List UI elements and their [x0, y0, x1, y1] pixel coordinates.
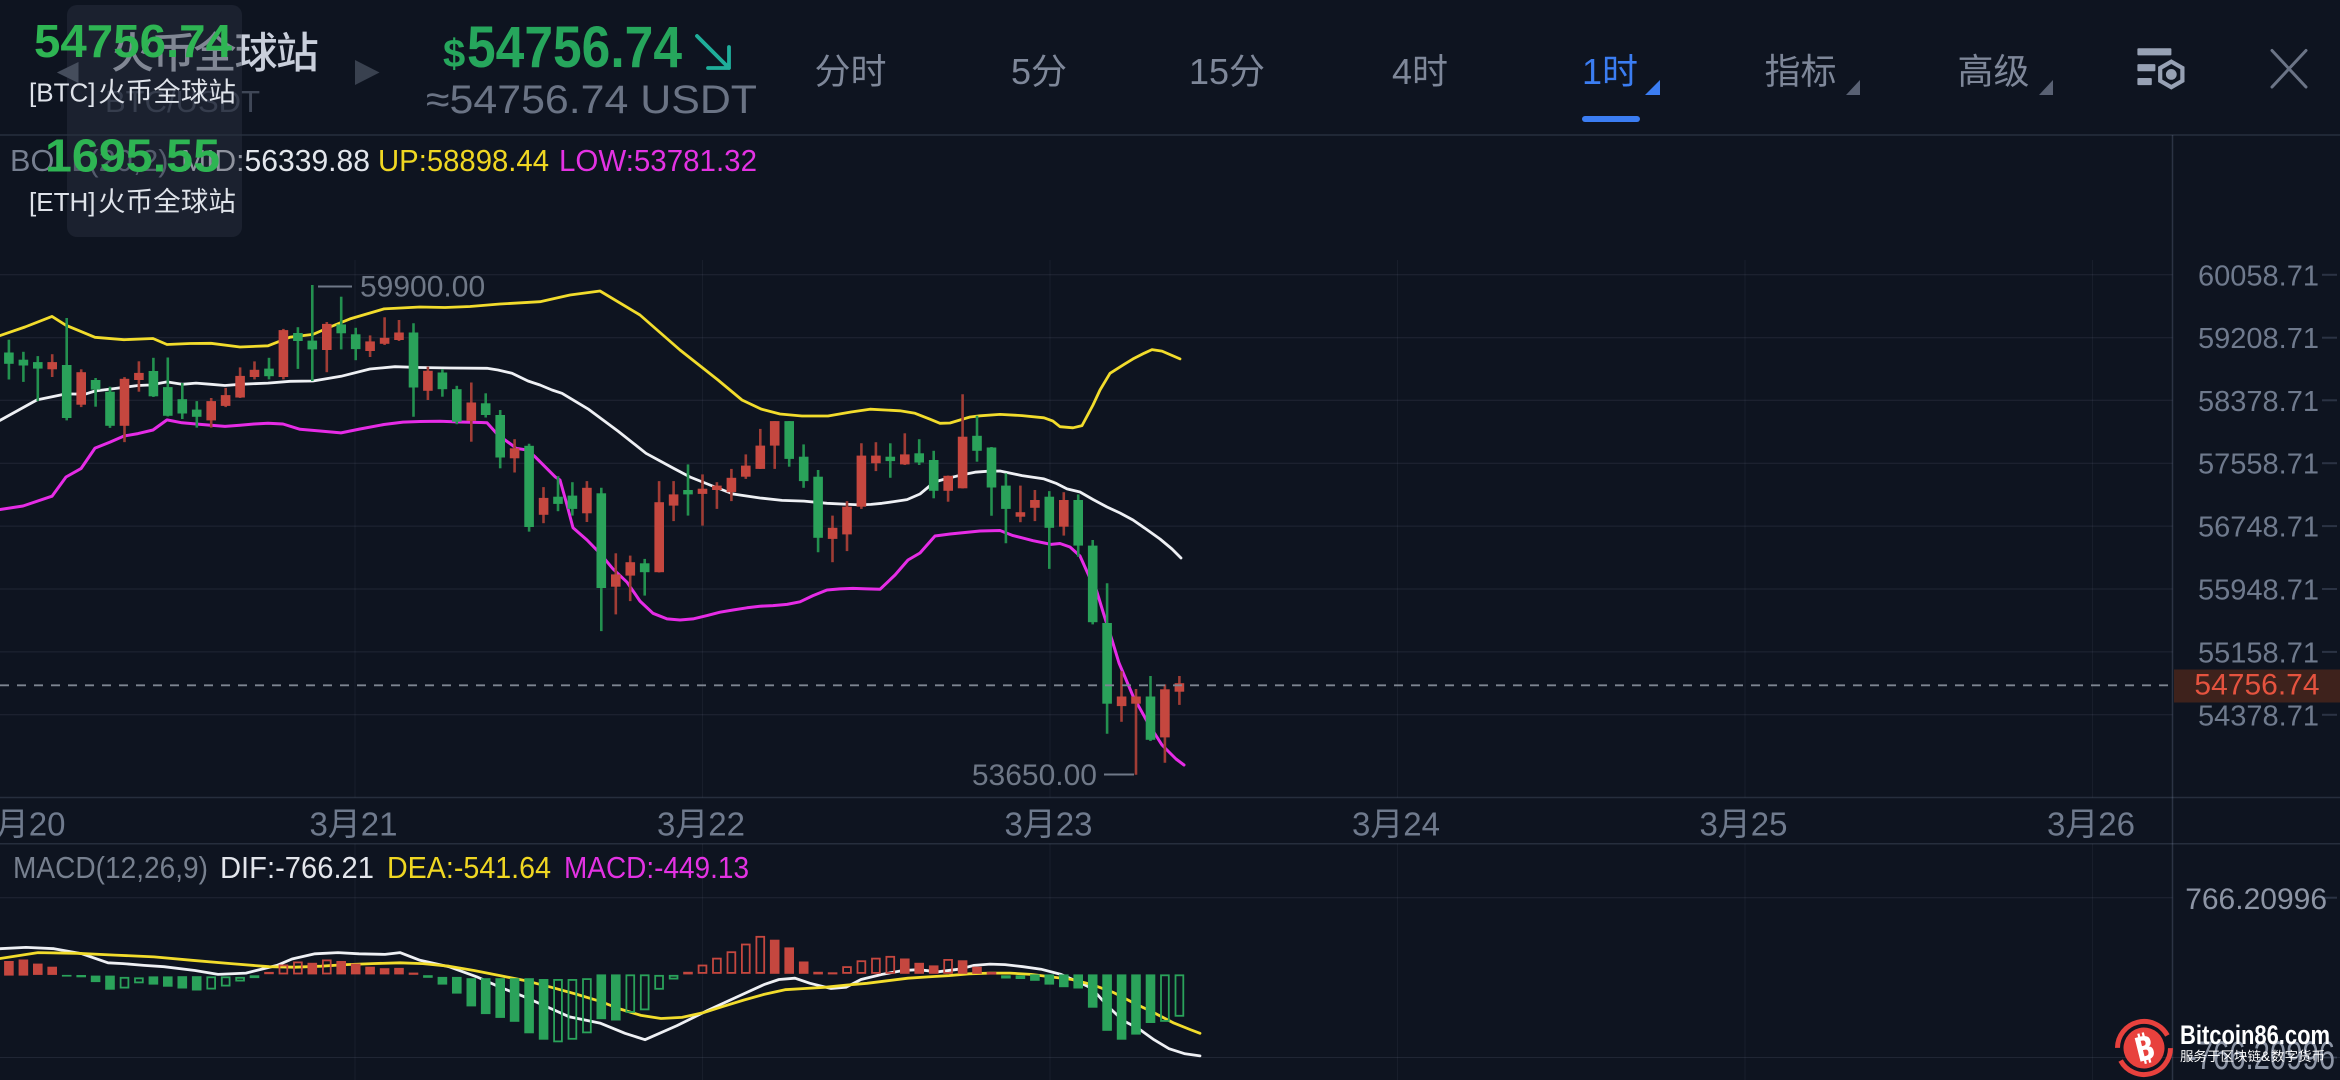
- svg-text:≈54756.74 USDT: ≈54756.74 USDT: [426, 78, 757, 122]
- svg-text:53650.00: 53650.00: [972, 759, 1097, 792]
- svg-text:5: 5: [1011, 51, 1031, 92]
- svg-text:20: 20: [29, 806, 66, 843]
- svg-text:15: 15: [1189, 51, 1229, 92]
- svg-text:LOW:53781.32: LOW:53781.32: [559, 143, 757, 178]
- svg-text:[ETH]: [ETH]: [29, 187, 95, 217]
- svg-text:22: 22: [708, 806, 745, 843]
- svg-text:3: 3: [657, 806, 675, 843]
- svg-text:3: 3: [1005, 806, 1023, 843]
- svg-text:3: 3: [2047, 806, 2065, 843]
- svg-text:60058.71: 60058.71: [2198, 260, 2319, 292]
- svg-text:59208.71: 59208.71: [2198, 323, 2319, 355]
- svg-text:25: 25: [1751, 806, 1788, 843]
- svg-text:54756.74: 54756.74: [34, 15, 232, 67]
- svg-text:54378.71: 54378.71: [2198, 700, 2319, 732]
- svg-text:MACD(12,26,9): MACD(12,26,9): [13, 850, 208, 885]
- svg-text:$: $: [443, 32, 465, 76]
- svg-text:MID:56339.88: MID:56339.88: [181, 143, 370, 178]
- svg-text:54756.74: 54756.74: [2194, 669, 2319, 702]
- svg-text:3: 3: [1352, 806, 1370, 843]
- svg-text:DIF:-766.21: DIF:-766.21: [220, 850, 374, 885]
- svg-text:59900.00: 59900.00: [360, 271, 485, 304]
- svg-text:3: 3: [1700, 806, 1718, 843]
- svg-text:[BTC]: [BTC]: [29, 78, 95, 108]
- svg-text:23: 23: [1056, 806, 1093, 843]
- svg-text:UP:58898.44: UP:58898.44: [378, 143, 549, 178]
- svg-text:56748.71: 56748.71: [2198, 512, 2319, 544]
- svg-text:MACD:-449.13: MACD:-449.13: [564, 850, 749, 885]
- svg-text:Bitcoin86.com: Bitcoin86.com: [2180, 1020, 2330, 1050]
- svg-text:24: 24: [1403, 806, 1440, 843]
- svg-text:3: 3: [310, 806, 328, 843]
- svg-text:&: &: [2261, 1049, 2270, 1064]
- svg-text:21: 21: [361, 806, 398, 843]
- svg-text:4: 4: [1392, 51, 1412, 92]
- svg-text:54756.74: 54756.74: [467, 15, 682, 80]
- svg-text:BOLL(20,2):: BOLL(20,2):: [10, 143, 177, 178]
- svg-text:57558.71: 57558.71: [2198, 449, 2319, 481]
- svg-text:26: 26: [2098, 806, 2135, 843]
- svg-text:55948.71: 55948.71: [2198, 575, 2319, 607]
- svg-text:766.20996: 766.20996: [2185, 883, 2327, 916]
- svg-text:55158.71: 55158.71: [2198, 637, 2319, 669]
- svg-text:DEA:-541.64: DEA:-541.64: [387, 850, 551, 885]
- svg-text:1695.55: 1695.55: [45, 130, 220, 182]
- svg-text:1: 1: [1582, 51, 1602, 92]
- svg-text:58378.71: 58378.71: [2198, 386, 2319, 418]
